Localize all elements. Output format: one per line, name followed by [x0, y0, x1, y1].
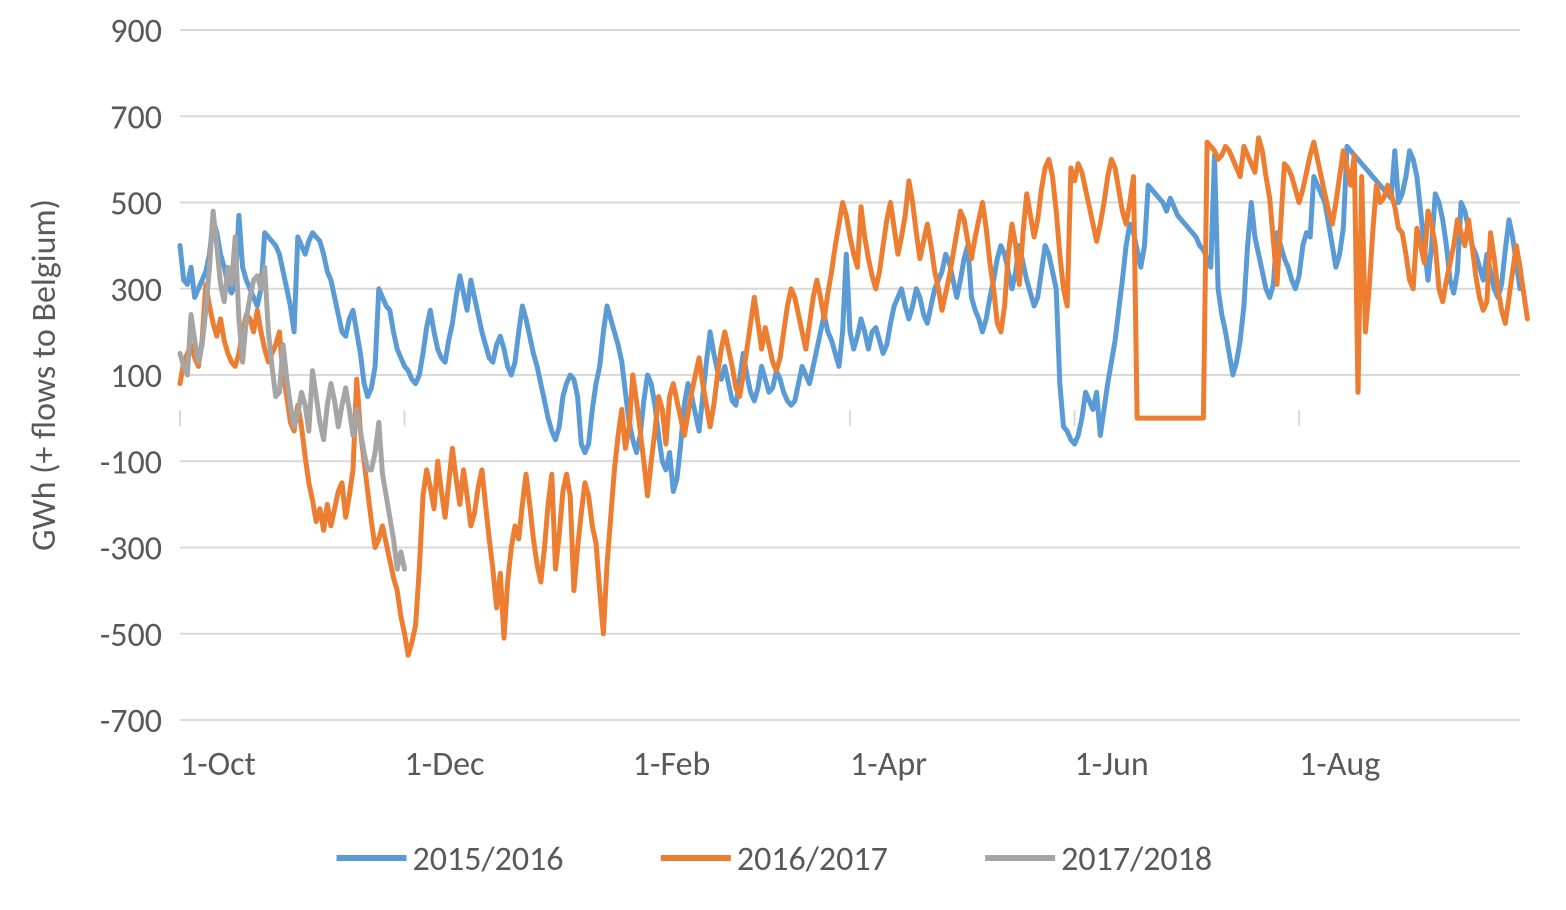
- x-tick-label: 1-Jun: [1075, 744, 1149, 785]
- x-tick-label: 1-Aug: [1299, 744, 1380, 785]
- x-tick-label: 1-Apr: [850, 744, 927, 785]
- y-axis-title: GWh (+ flows to Belgium): [24, 199, 65, 551]
- x-tick-label: 1-Dec: [405, 744, 485, 785]
- y-tick-label: 500: [110, 184, 162, 225]
- chart-svg: -700 -500 -300 -100 100 300 500 700 900 1-Oct 1-De…: [0, 0, 1566, 910]
- y-tick-label: -100: [100, 442, 162, 483]
- legend-label: 2016/2017: [737, 839, 888, 880]
- y-tick-label: -500: [100, 615, 162, 656]
- y-tick-label: 100: [110, 356, 162, 397]
- y-tick-label: -700: [100, 701, 162, 742]
- x-tick-label: 1-Feb: [633, 744, 711, 785]
- chart-container: -700 -500 -300 -100 100 300 500 700 900 1-Oct 1-De…: [0, 0, 1566, 910]
- x-tick-label: 1-Oct: [180, 744, 256, 785]
- y-tick-label: 300: [110, 270, 162, 311]
- y-tick-label: 900: [110, 11, 162, 52]
- legend-label: 2015/2016: [413, 839, 564, 880]
- legend-label: 2017/2018: [1061, 839, 1212, 880]
- y-tick-label: -300: [100, 529, 162, 570]
- y-tick-label: 700: [110, 97, 162, 138]
